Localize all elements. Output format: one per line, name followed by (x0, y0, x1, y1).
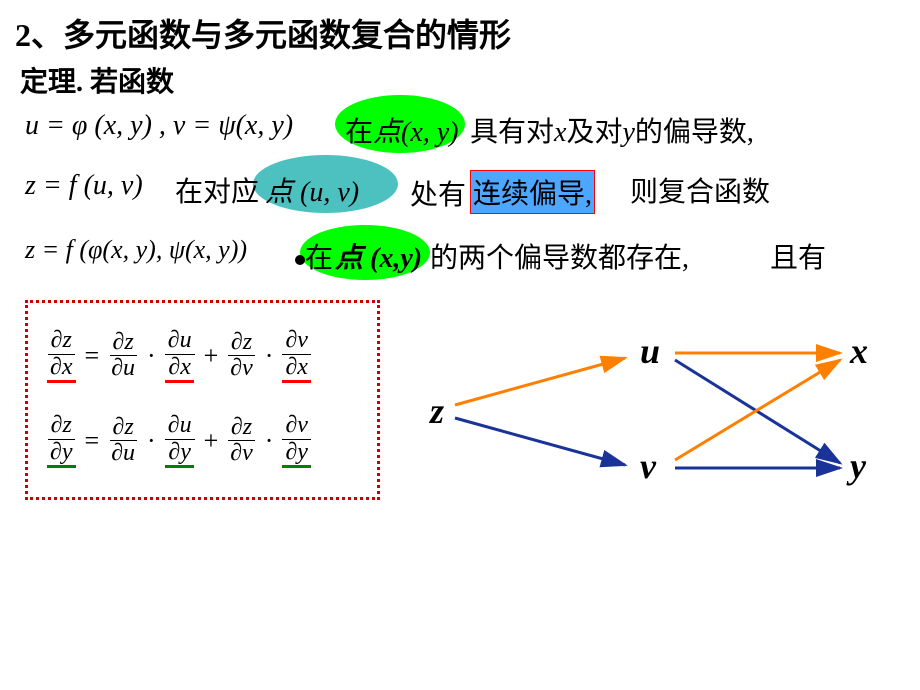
text-zai2: 在 (305, 236, 333, 276)
point-xy-1: 点(x, y) (373, 110, 459, 150)
frac-dzdv2: ∂z∂v (227, 415, 256, 466)
dot11: · (147, 341, 156, 371)
line-2: z = f (u, v) 在对应 点 (u, v) 处有 连续偏导, 则复合函数 (25, 165, 905, 220)
frac-dvdx: ∂v∂x (282, 328, 311, 382)
line-1: u = φ (x, y) , v = ψ(x, y) 在 点(x, y) 具有对… (25, 105, 905, 160)
node-v: v (640, 445, 656, 487)
text-has: 具有对x及对y的偏导数, (470, 110, 754, 150)
frac-dvdy: ∂v∂y (282, 413, 311, 467)
eq-z-def: z = f (u, v) (25, 170, 143, 202)
diagram-arrows (430, 310, 900, 510)
frac-dzdu2: ∂z∂u (108, 415, 138, 466)
eq1: = (85, 341, 100, 371)
t3: 及对 (566, 117, 622, 148)
node-x: x (850, 330, 868, 372)
text-then-composite: 则复合函数 (630, 170, 770, 210)
node-u: u (640, 330, 660, 372)
node-z: z (430, 390, 444, 432)
point-uv: 点 (u, v) (265, 170, 359, 210)
v1: x (554, 117, 566, 148)
t4: 的偏导数, (635, 117, 754, 148)
dot12: · (265, 341, 274, 371)
section-title: 2、多元函数与多元函数复合的情形 (15, 10, 511, 56)
eq2: = (85, 426, 100, 456)
frac-dudx: ∂u∂x (165, 328, 195, 382)
frac-dzdy: ∂z∂y (47, 413, 76, 467)
text-and: 且有 (770, 236, 826, 276)
continuous-partial-box: 连续偏导, (470, 170, 595, 214)
frac-dzdv1: ∂z∂v (227, 330, 256, 381)
eq-dz-dx: ∂z∂x = ∂z∂u · ∂u∂x + ∂z∂v · ∂v∂x (43, 313, 362, 398)
frac-dzdu1: ∂z∂u (108, 330, 138, 381)
frac-dzdx: ∂z∂x (47, 328, 76, 382)
frac-dudy: ∂u∂y (165, 413, 195, 467)
t2: 具有对 (470, 117, 554, 148)
line-3: z = f (φ(x, y), ψ(x, y)) 在 点 (x,y) 的两个偏导… (25, 230, 905, 285)
dependency-diagram: z u v x y (430, 310, 900, 510)
plus1: + (204, 341, 219, 371)
v2: y (622, 117, 634, 148)
eq-z-composite: z = f (φ(x, y), ψ(x, y)) (25, 235, 247, 265)
dot21: · (147, 426, 156, 456)
eq-dz-dy: ∂z∂y = ∂z∂u · ∂u∂y + ∂z∂v · ∂v∂y (43, 398, 362, 483)
text-both-exist: 的两个偏导数都存在, (430, 236, 689, 276)
text-corresp: 在对应 (175, 170, 259, 210)
text-zai: 在 (345, 110, 373, 150)
center-dot (295, 255, 305, 265)
chain-rule-box: ∂z∂x = ∂z∂u · ∂u∂x + ∂z∂v · ∂v∂x ∂z∂y = … (25, 300, 380, 500)
dot22: · (265, 426, 274, 456)
text-chuyou: 处有 (410, 173, 466, 213)
node-y: y (850, 445, 866, 487)
eq-uv-def: u = φ (x, y) , v = ψ(x, y) (25, 110, 293, 142)
plus2: + (204, 426, 219, 456)
point-xy-2: 点 (x,y) (335, 236, 422, 276)
theorem-label: 定理. 若函数 (20, 60, 174, 100)
